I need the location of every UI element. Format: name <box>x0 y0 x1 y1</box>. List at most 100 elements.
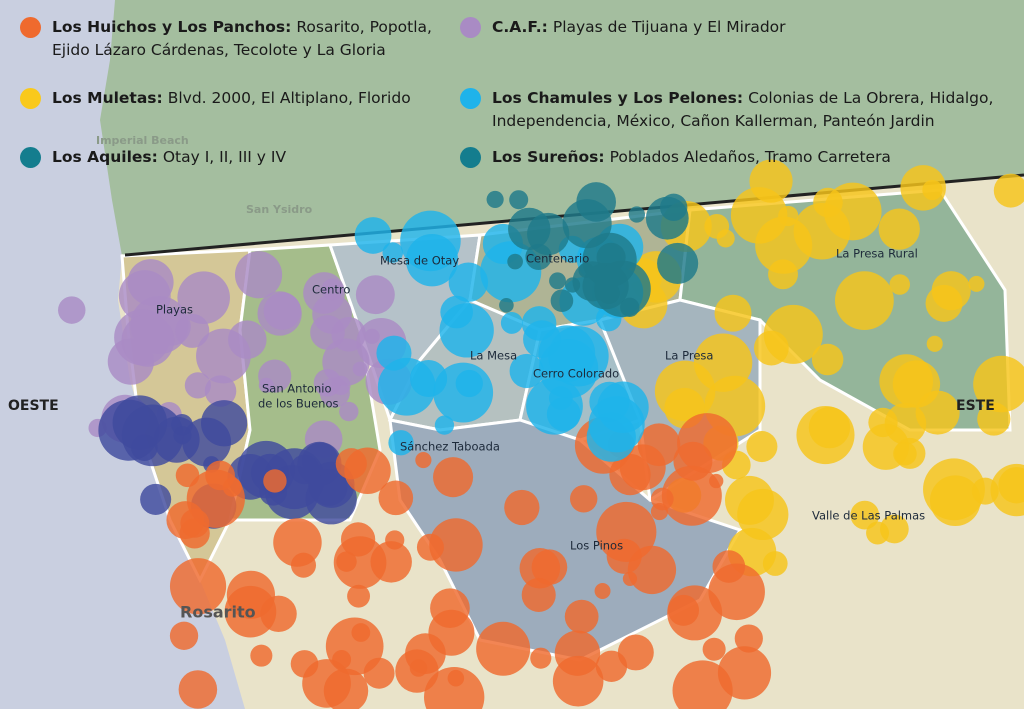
bubble <box>486 190 504 209</box>
bubble <box>550 289 574 313</box>
bubble <box>660 193 688 222</box>
bubble <box>562 199 612 249</box>
bubble <box>347 584 371 608</box>
bubble <box>549 272 566 290</box>
bubble <box>228 320 267 359</box>
legend-name: C.A.F.: <box>492 18 548 36</box>
bubble <box>173 426 192 445</box>
bubble <box>433 457 474 498</box>
legend-dot <box>460 147 481 168</box>
west-label: OESTE <box>8 398 59 414</box>
bubble <box>140 483 172 515</box>
labels: Imperial Beach San Ysidro Playas Centro Mesa… <box>8 134 995 622</box>
place-label: Centenario <box>526 252 589 266</box>
bubble <box>323 668 369 709</box>
legend-name: Los Muletas: <box>52 89 163 107</box>
bubble <box>900 165 946 211</box>
bubble <box>378 480 414 516</box>
bubble <box>263 292 302 330</box>
legend-text: Playas de Tijuana y El Mirador <box>552 18 786 36</box>
bubble <box>657 242 699 284</box>
legend-dot <box>20 88 41 109</box>
bubble <box>336 551 357 572</box>
bubble <box>224 585 277 638</box>
bubble <box>993 173 1024 208</box>
bubble <box>58 296 86 324</box>
bubble <box>702 637 726 661</box>
bubble <box>763 304 823 364</box>
legend-item: Los Huichos y Los Panchos: Rosarito, Popo… <box>52 16 452 62</box>
place-label: Playas <box>156 303 193 317</box>
bubble <box>127 259 174 306</box>
bubble <box>273 518 322 567</box>
legend-text: Poblados Aledaños, Tramo Carretera <box>609 148 891 166</box>
legend-item: Los Chamules y Los Pelones: Colonias de L… <box>492 87 1012 133</box>
bubble <box>929 475 981 527</box>
bubble <box>509 353 544 389</box>
bubble <box>667 594 700 626</box>
bubble <box>507 253 523 270</box>
bubble <box>500 312 523 334</box>
legend-item: C.A.F.: Playas de Tijuana y El Mirador <box>492 16 1012 39</box>
bubble <box>112 395 168 450</box>
bubble <box>169 558 227 615</box>
legend-name: Los Huichos y Los Panchos: <box>52 18 292 36</box>
bubble <box>131 434 158 461</box>
bubble <box>325 617 384 676</box>
bubble <box>250 644 273 667</box>
east-label: ESTE <box>956 398 995 414</box>
bubble <box>434 415 455 435</box>
legend-dot <box>460 88 481 109</box>
bubble <box>889 274 911 295</box>
place-label: Centro <box>312 283 350 297</box>
bubble <box>355 275 395 315</box>
bubble <box>878 208 920 250</box>
legend-dot <box>20 17 41 38</box>
bubble <box>499 297 514 313</box>
bubble <box>990 463 1024 517</box>
bubble <box>177 271 230 324</box>
bubble <box>182 417 232 467</box>
bubble <box>382 242 403 263</box>
place-label: La Presa Rural <box>836 247 918 261</box>
bubble <box>717 646 772 700</box>
place-label: La Mesa <box>470 349 517 363</box>
bubble <box>617 634 654 671</box>
bubble <box>926 335 943 352</box>
place-label: La Presa <box>665 349 713 363</box>
bubble <box>627 545 677 595</box>
bubble <box>416 533 444 561</box>
bubble <box>455 369 483 398</box>
bubble <box>121 314 175 367</box>
legend-name: Los Chamules y Los Pelones: <box>492 89 744 107</box>
bubble <box>968 275 985 292</box>
bubble <box>709 473 724 489</box>
bubble <box>530 647 552 669</box>
legend-text: Blvd. 2000, El Altiplano, Florido <box>167 89 411 107</box>
bubble <box>476 621 531 676</box>
bubble <box>405 234 459 287</box>
bubble <box>509 190 529 210</box>
place-label: Mesa de Otay <box>380 254 459 268</box>
place-label: Valle de Las Palmas <box>812 509 925 523</box>
legend-name: Los Sureños: <box>492 148 605 166</box>
bubble <box>429 518 483 572</box>
legend-text: Otay I, II, III y IV <box>162 148 287 166</box>
bubble <box>931 271 971 311</box>
bubble <box>594 583 611 599</box>
bubble <box>333 536 387 589</box>
bubble <box>363 657 395 689</box>
bubble <box>868 407 898 438</box>
bubble <box>321 278 344 301</box>
bubble <box>526 377 583 435</box>
bubble <box>370 541 412 583</box>
city-label: Rosarito <box>180 603 256 622</box>
bubble <box>737 488 789 541</box>
bubble <box>850 500 880 530</box>
legend-item: Los Aquiles: Otay I, II, III y IV <box>52 146 452 169</box>
bubble <box>258 359 292 393</box>
bubble <box>650 487 674 511</box>
us-place-label: Imperial Beach <box>96 134 189 147</box>
place-label: de los Buenos <box>258 397 338 411</box>
